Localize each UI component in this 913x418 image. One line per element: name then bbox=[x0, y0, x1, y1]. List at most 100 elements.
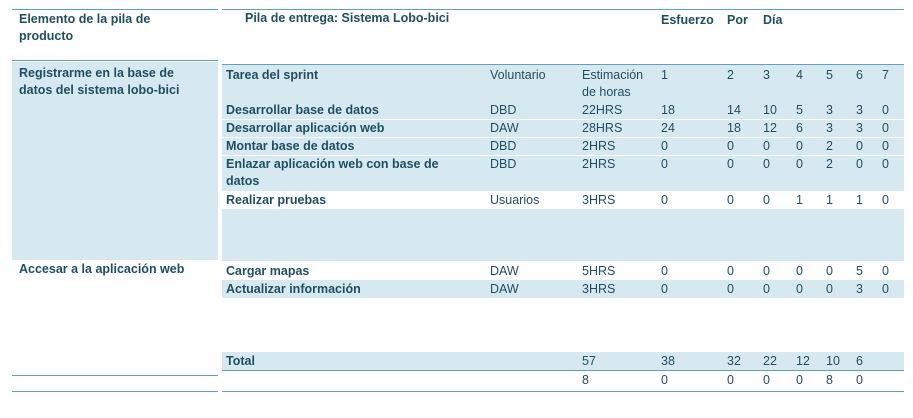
header-por: Por bbox=[727, 13, 748, 27]
table-row-day-7: 0 bbox=[882, 193, 889, 207]
table-row-estimate: 2HRS bbox=[582, 139, 616, 153]
table-row-day-2: 0 bbox=[727, 264, 734, 278]
band-empty bbox=[222, 209, 904, 261]
total-day-1: 38 bbox=[661, 354, 675, 368]
col-day-6: 6 bbox=[856, 68, 863, 82]
table-row-task: Actualizar información bbox=[226, 282, 361, 296]
total-day-6: 6 bbox=[856, 354, 863, 368]
table-row-day-6: 0 bbox=[856, 139, 863, 153]
right-top-line bbox=[222, 9, 904, 10]
table-row-estimate: 5HRS bbox=[582, 264, 616, 278]
table-row-day-6: 1 bbox=[856, 193, 863, 207]
left-bottom-line-1 bbox=[12, 375, 218, 376]
band-column-header bbox=[222, 65, 904, 101]
table-row-day-2: 0 bbox=[727, 282, 734, 296]
table-row-day-3: 0 bbox=[763, 157, 770, 171]
table-row-day-2: 0 bbox=[727, 193, 734, 207]
table-row-day-2: 18 bbox=[727, 121, 741, 135]
table-row-day-4: 1 bbox=[796, 193, 803, 207]
table-row-day-6: 5 bbox=[856, 264, 863, 278]
table-row-day-7: 0 bbox=[882, 157, 889, 171]
table-row-day-1: 24 bbox=[661, 121, 675, 135]
table-row-estimate: 28HRS bbox=[582, 121, 623, 135]
band-row-7 bbox=[222, 280, 904, 298]
table-row-task: Desarrollar base de datos bbox=[226, 103, 379, 117]
table-row-day-1: 0 bbox=[661, 157, 668, 171]
last-day-4: 0 bbox=[796, 373, 803, 387]
total-day-5: 10 bbox=[826, 354, 840, 368]
table-row-volunteer: DAW bbox=[490, 282, 519, 296]
table-row-day-4: 0 bbox=[796, 157, 803, 171]
table-row-task: Desarrollar aplicación web bbox=[226, 121, 385, 135]
right-header-line bbox=[222, 64, 904, 65]
header-dia: Día bbox=[763, 13, 783, 27]
table-row-day-3: 0 bbox=[763, 264, 770, 278]
table-row-task: Montar base de datos bbox=[226, 139, 355, 153]
table-row-day-4: 6 bbox=[796, 121, 803, 135]
total-est: 57 bbox=[582, 354, 596, 368]
table-row-volunteer: DAW bbox=[490, 264, 519, 278]
table-row-day-1: 0 bbox=[661, 139, 668, 153]
last-day-6: 0 bbox=[856, 373, 863, 387]
band-row-2 bbox=[222, 120, 904, 137]
table-row-task: Cargar mapas bbox=[226, 264, 310, 278]
table-row-volunteer: DAW bbox=[490, 121, 519, 135]
left-story2: Accesar a la aplicación web bbox=[19, 262, 185, 276]
table-row-day-3: 12 bbox=[763, 121, 777, 135]
table-row-day-5: 3 bbox=[826, 103, 833, 117]
table-row-estimate: 2HRS bbox=[582, 157, 616, 171]
band-row-4 bbox=[222, 156, 904, 191]
table-row-day-4: 0 bbox=[796, 282, 803, 296]
table-row-day-4: 5 bbox=[796, 103, 803, 117]
col-day-5: 5 bbox=[826, 68, 833, 82]
table-row-volunteer: DBD bbox=[490, 157, 517, 171]
table-row-day-2: 0 bbox=[727, 139, 734, 153]
table-row-day-1: 18 bbox=[661, 103, 675, 117]
total-day-2: 32 bbox=[727, 354, 741, 368]
table-row-day-6: 3 bbox=[856, 282, 863, 296]
table-row-day-6: 3 bbox=[856, 103, 863, 117]
left-bottom-line-2 bbox=[12, 391, 218, 392]
table-row-day-7: 0 bbox=[882, 139, 889, 153]
table-row-day-7: 0 bbox=[882, 282, 889, 296]
table-row-task: Realizar pruebas bbox=[226, 193, 327, 207]
table-row-day-1: 0 bbox=[661, 264, 668, 278]
left-top-line bbox=[12, 9, 218, 10]
table-row-day-1: 0 bbox=[661, 282, 668, 296]
table-row-day-5: 0 bbox=[826, 282, 833, 296]
total-label: Total bbox=[226, 354, 255, 368]
table-row-day-7: 0 bbox=[882, 264, 889, 278]
table-row-day-2: 14 bbox=[727, 103, 741, 117]
table-row-estimate: 3HRS bbox=[582, 193, 616, 207]
total-day-3: 22 bbox=[763, 354, 777, 368]
table-row-day-1: 0 bbox=[661, 193, 668, 207]
table-row-day-5: 3 bbox=[826, 121, 833, 135]
table-row-volunteer: Usuarios bbox=[490, 193, 540, 207]
col-estimacion: Estimación de horas bbox=[582, 68, 644, 99]
table-row-day-6: 0 bbox=[856, 157, 863, 171]
last-day-1: 0 bbox=[661, 373, 668, 387]
last-est: 8 bbox=[582, 373, 589, 387]
table-row-day-4: 0 bbox=[796, 264, 803, 278]
table-row-estimate: 3HRS bbox=[582, 282, 616, 296]
table-row-day-5: 0 bbox=[826, 264, 833, 278]
col-tarea: Tarea del sprint bbox=[226, 68, 319, 82]
table-row-volunteer: DBD bbox=[490, 139, 517, 153]
last-day-3: 0 bbox=[763, 373, 770, 387]
col-day-7: 7 bbox=[882, 68, 889, 82]
col-day-3: 3 bbox=[763, 68, 770, 82]
left-story1-band bbox=[12, 62, 218, 260]
table-row-estimate: 22HRS bbox=[582, 103, 623, 117]
page-title: Pila de entrega: Sistema Lobo-bici bbox=[245, 11, 450, 25]
col-day-4: 4 bbox=[796, 68, 803, 82]
band-row-1 bbox=[222, 101, 904, 119]
table-row-day-5: 1 bbox=[826, 193, 833, 207]
table-row-day-6: 3 bbox=[856, 121, 863, 135]
right-bottom-line-1 bbox=[222, 370, 904, 371]
col-day-2: 2 bbox=[727, 68, 734, 82]
table-row-day-7: 0 bbox=[882, 121, 889, 135]
table-row-day-5: 2 bbox=[826, 139, 833, 153]
col-voluntario: Voluntario bbox=[490, 68, 546, 82]
table-row-day-3: 10 bbox=[763, 103, 777, 117]
right-bottom-line-2 bbox=[222, 391, 904, 392]
